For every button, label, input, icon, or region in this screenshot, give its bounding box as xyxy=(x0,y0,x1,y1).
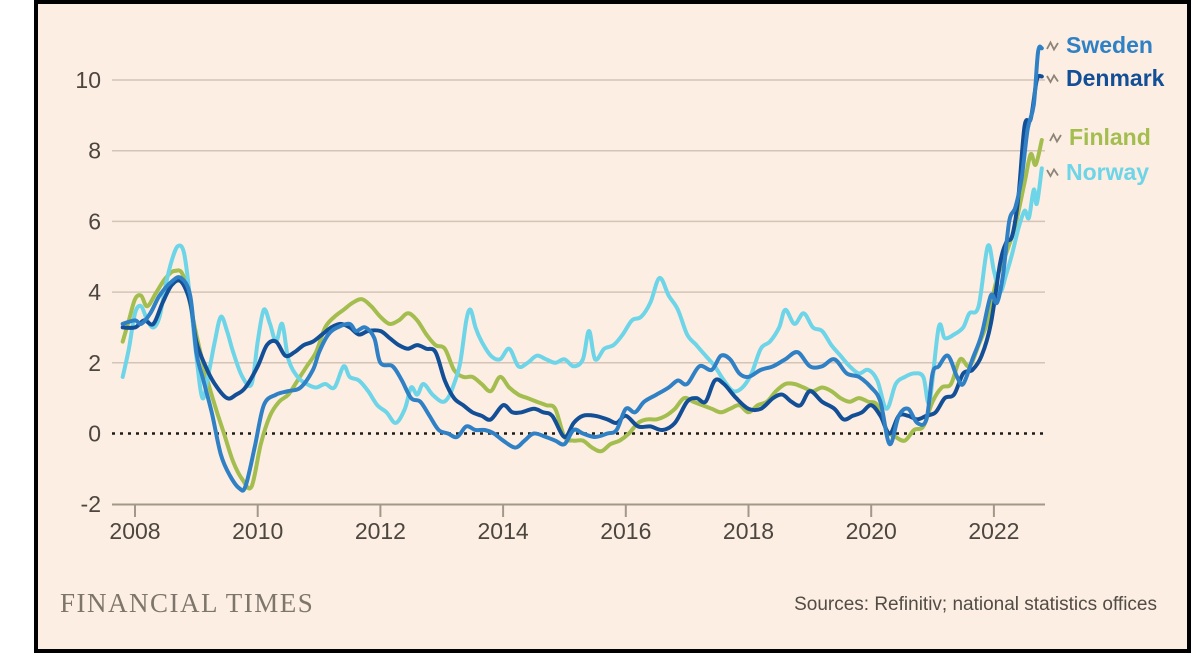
x-tick-label: 2022 xyxy=(968,518,1019,544)
x-tick-label: 2008 xyxy=(109,518,160,544)
legend-item-denmark: Denmark xyxy=(1046,65,1164,92)
legend-item-sweden: Sweden xyxy=(1046,32,1153,59)
series-line-finland xyxy=(120,138,1044,491)
sparkline-icon xyxy=(1046,167,1059,178)
x-tick-label: 2016 xyxy=(600,518,651,544)
x-tick-label: 2012 xyxy=(355,518,406,544)
sparkline-icon xyxy=(1049,132,1062,144)
y-tick-label: 2 xyxy=(88,350,101,376)
legend-item-norway: Norway xyxy=(1046,159,1149,186)
sparkline-icon xyxy=(1046,73,1059,84)
sources-note: Sources: Refinitiv; national statistics … xyxy=(794,594,1157,615)
financial-times-logo: FINANCIAL TIMES xyxy=(60,588,315,618)
series-line-sweden xyxy=(120,44,1044,493)
legend-label: Sweden xyxy=(1066,32,1153,58)
x-tick-label: 2014 xyxy=(478,518,529,544)
y-tick-label: 6 xyxy=(88,208,101,234)
y-tick-label: 4 xyxy=(88,279,101,305)
series-line-denmark xyxy=(120,73,1044,439)
y-tick-label: 8 xyxy=(88,138,101,164)
y-tick-label: 0 xyxy=(88,421,101,447)
x-tick-label: 2010 xyxy=(232,518,283,544)
sparkline-icon xyxy=(1046,40,1059,52)
x-tick-label: 2020 xyxy=(846,518,897,544)
legend-label: Norway xyxy=(1066,159,1150,185)
x-tick-label: 2018 xyxy=(723,518,774,544)
legend-label: Denmark xyxy=(1066,65,1165,91)
y-tick-label: -2 xyxy=(81,491,101,517)
legend-label: Finland xyxy=(1069,124,1151,150)
legend-item-finland: Finland xyxy=(1049,124,1151,151)
series-line-norway xyxy=(120,166,1044,425)
y-tick-label: 10 xyxy=(75,67,101,93)
